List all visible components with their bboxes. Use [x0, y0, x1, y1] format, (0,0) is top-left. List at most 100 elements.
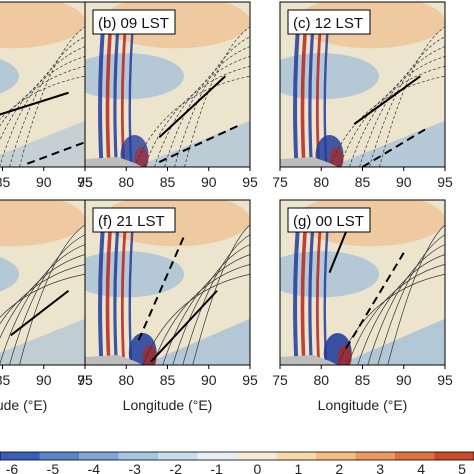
colorbar-tick-label: -1 — [210, 461, 223, 474]
x-tick-label: 75 — [77, 174, 93, 190]
ridge-line-solid — [0, 91, 69, 116]
colorbar: -6 -5 -4 -3 -2 -1 0 1 2 3 4 5 — [0, 451, 474, 474]
x-axis-label: Longitude (°E) — [0, 397, 47, 413]
x-tick-label: 80 — [313, 174, 329, 190]
x-tick-label: 90 — [201, 174, 217, 190]
contour-line — [349, 56, 445, 167]
x-tick-label: 75 — [272, 372, 288, 388]
contour-line — [387, 224, 445, 365]
terrain — [85, 355, 143, 365]
panel-title-box — [92, 207, 176, 233]
colorbar-tick-label: 0 — [254, 461, 262, 474]
colorbar-tick-label: 3 — [376, 461, 384, 474]
contour-line — [367, 244, 445, 365]
terrain — [280, 157, 338, 167]
surface-cool-wedge — [134, 120, 250, 167]
contour-line — [164, 46, 250, 167]
colorbar-segment — [237, 452, 277, 460]
colorbar-segment — [434, 452, 474, 460]
contour-line — [0, 273, 85, 318]
contour-line — [329, 75, 445, 167]
panel-title-box — [287, 207, 371, 233]
x-tick-label: 95 — [242, 174, 258, 190]
contour-line — [0, 244, 85, 365]
colorbar-segment — [316, 452, 356, 460]
x-tick-label: 85 — [355, 372, 371, 388]
contour-line — [9, 234, 85, 365]
colorbar-tick-label: 1 — [294, 461, 302, 474]
x-tick-label: 85 — [160, 174, 176, 190]
x-tick-label: 90 — [201, 372, 217, 388]
ridge-line-dashed — [158, 123, 243, 163]
colorbar-segment — [197, 452, 238, 460]
plume-core-red — [337, 345, 352, 365]
colorbar-segment — [79, 452, 119, 460]
contour-line — [0, 56, 85, 141]
contour-line — [9, 36, 85, 167]
contour-line — [0, 46, 85, 167]
colorbar-segment — [355, 452, 396, 460]
cool-anomaly — [280, 53, 379, 100]
contour-line — [379, 26, 445, 167]
contour-line — [347, 264, 445, 365]
plume-core-red — [329, 147, 344, 167]
contour-line — [152, 264, 250, 365]
ridge-line-dashed — [137, 235, 185, 341]
plume-core-red — [134, 147, 149, 167]
panel-title-box — [92, 9, 176, 35]
x-tick-label: 90 — [36, 372, 52, 388]
cool-anomaly — [0, 59, 19, 94]
colorbar-segment — [0, 452, 40, 460]
x-tick-label: 90 — [36, 174, 52, 190]
ridge-line-solid — [150, 290, 218, 363]
panel-title-box — [287, 9, 371, 35]
contour-line — [182, 234, 250, 365]
contour-line — [0, 264, 85, 325]
x-tick-label: 95 — [77, 174, 93, 190]
contour-line — [337, 273, 445, 365]
colorbar-segment — [276, 452, 317, 460]
x-tick-label: 95 — [77, 372, 93, 388]
x-axis-label: Longitude (°E) — [123, 397, 213, 413]
contour-line — [134, 75, 250, 167]
x-axis-label: Longitude (°E) — [318, 397, 408, 413]
contour-line — [172, 244, 250, 365]
x-tick-label: 80 — [313, 372, 329, 388]
ridge-line-solid — [158, 75, 226, 139]
contour-line — [377, 234, 445, 365]
x-tick-label: 75 — [272, 174, 288, 190]
x-tick-label: 75 — [77, 372, 93, 388]
cool-anomaly — [280, 251, 379, 298]
ridge-line-solid — [353, 75, 421, 125]
panel-title: (f) 21 LST — [98, 213, 165, 230]
warm-anomaly — [0, 2, 85, 49]
surface-cool-wedge — [142, 318, 250, 365]
x-tick-label: 90 — [396, 174, 412, 190]
contour-line — [184, 26, 250, 167]
x-tick-label: 85 — [355, 174, 371, 190]
x-tick-label: 80 — [118, 174, 134, 190]
colorbar-tick-label: -6 — [6, 461, 19, 474]
colorbar-segment — [118, 452, 159, 460]
terrain — [280, 355, 338, 365]
contour-line — [174, 36, 250, 167]
ridge-line-dashed — [345, 252, 405, 350]
panel-title: (c) 12 LST — [293, 15, 363, 32]
contour-line — [19, 224, 85, 365]
contour-line — [0, 75, 85, 120]
surface-cool-wedge — [0, 318, 85, 365]
x-tick-label: 90 — [396, 372, 412, 388]
contour-line — [142, 273, 250, 365]
contour-line — [162, 254, 250, 365]
contour-line — [357, 254, 445, 365]
colorbar-segment — [395, 452, 435, 460]
panel-b: (b) 09 LST 75 80 85 90 95 — [77, 1, 258, 190]
terrain — [85, 157, 143, 167]
colorbar-tick-label: -2 — [169, 461, 182, 474]
cool-anomaly — [0, 257, 19, 292]
contour-line — [359, 46, 445, 167]
